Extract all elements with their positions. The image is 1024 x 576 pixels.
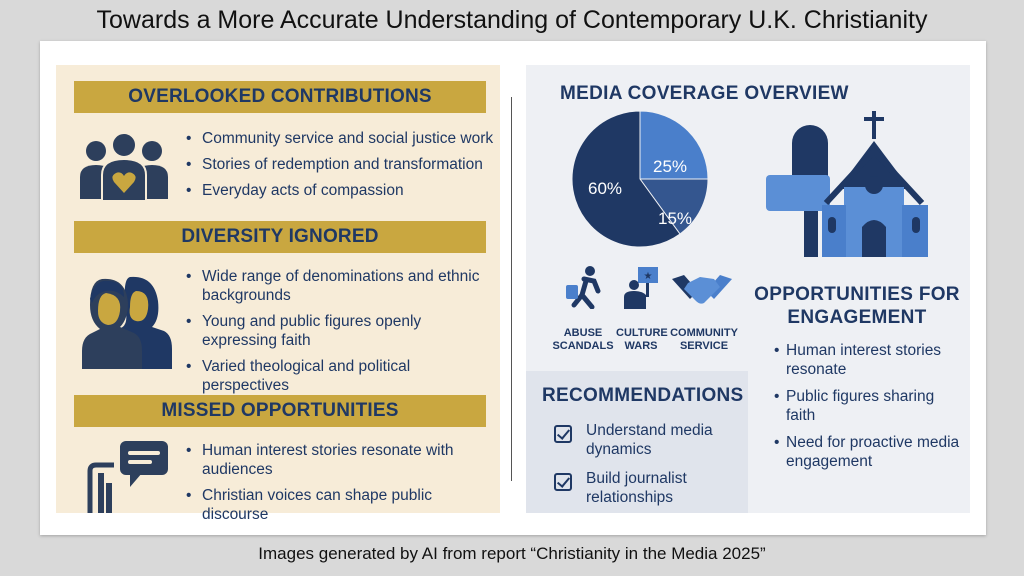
- pie-label-60: 60%: [588, 179, 623, 198]
- list-item: Young and public figures openly expressi…: [184, 312, 496, 350]
- speech-bubble-icon: [76, 437, 172, 518]
- recommendation-text: Understand media dynamics: [586, 422, 713, 458]
- list-item: Human interest stories resonate: [774, 341, 964, 379]
- opportunities-list: Human interest stories resonate Public f…: [774, 341, 964, 479]
- list-item: Varied theological and political perspec…: [184, 357, 496, 395]
- pie-slice-25: [639, 110, 709, 180]
- infographic-card: OVERLOOKED CONTRIBUTIONS Community servi…: [40, 41, 986, 535]
- overlooked-contributions-list: Community service and social justice wor…: [184, 129, 496, 207]
- overlooked-contributions-heading: OVERLOOKED CONTRIBUTIONS: [74, 81, 486, 113]
- coverage-pie-chart: 60% 25% 15%: [570, 109, 710, 254]
- recommendation-text: Build journalist relationships: [586, 470, 687, 506]
- topic-culture-wars: CULTURE WARS: [616, 327, 668, 352]
- list-item: Christian voices can shape public discou…: [184, 486, 496, 524]
- list-item: Community service and social justice wor…: [184, 129, 496, 148]
- list-item: Stories of redemption and transformation: [184, 155, 496, 174]
- missed-opportunities-list: Human interest stories resonate with aud…: [184, 441, 496, 531]
- handshake-icon: [670, 269, 734, 314]
- recommendations-box: RECOMMENDATIONS Understand media dynamic…: [526, 371, 748, 513]
- diversity-ignored-list: Wide range of denominations and ethnic b…: [184, 267, 496, 402]
- list-item: Everyday acts of compassion: [184, 181, 496, 200]
- svg-text:★: ★: [644, 271, 653, 282]
- protest-sign-icon: ★: [618, 265, 662, 314]
- recommendations-heading: RECOMMENDATIONS: [542, 385, 744, 406]
- topic-abuse-scandals: ABUSE SCANDALS: [552, 327, 614, 352]
- diversity-ignored-heading: DIVERSITY IGNORED: [74, 221, 486, 253]
- diverse-people-icon: [76, 269, 172, 374]
- pie-slice-15: [639, 178, 709, 235]
- left-panel: OVERLOOKED CONTRIBUTIONS Community servi…: [56, 65, 500, 523]
- list-item: Human interest stories resonate with aud…: [184, 441, 496, 479]
- missed-opportunities-heading: MISSED OPPORTUNITIES: [74, 395, 486, 427]
- pie-slice-60: [571, 110, 681, 248]
- media-coverage-heading: MEDIA COVERAGE OVERVIEW: [560, 83, 849, 104]
- pie-label-25: 25%: [653, 157, 688, 176]
- right-panel: MEDIA COVERAGE OVERVIEW 60% 25% 15%: [526, 65, 970, 513]
- opportunities-heading: OPPORTUNITIES FOR ENGAGEMENT: [754, 284, 960, 328]
- topic-community-service: COMMUNITY SERVICE: [670, 327, 738, 352]
- page-title: Towards a More Accurate Understanding of…: [96, 6, 928, 34]
- community-heart-icon: [76, 131, 172, 210]
- list-item: Need for proactive media engagement: [774, 433, 964, 471]
- panel-divider: [511, 97, 512, 481]
- image-caption: Images generated by AI from report “Chri…: [258, 544, 766, 563]
- pie-label-15: 15%: [658, 209, 693, 228]
- checkbox-icon: [554, 473, 572, 491]
- checkbox-icon: [554, 425, 572, 443]
- list-item: Wide range of denominations and ethnic b…: [184, 267, 496, 305]
- microphone-church-icon: [760, 105, 960, 270]
- list-item: Public figures sharing faith: [774, 387, 964, 425]
- person-running-icon: [562, 265, 606, 314]
